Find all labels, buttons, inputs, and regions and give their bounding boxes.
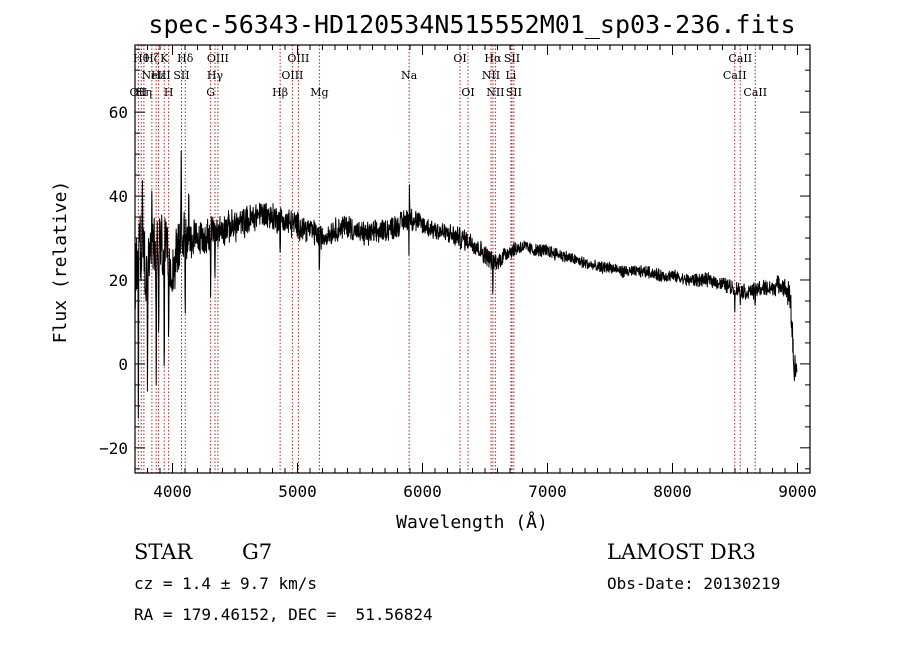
spectral-line-label: SII [504, 52, 520, 65]
spectral-line-label: Na [401, 69, 418, 82]
spectral-line-label: Hδ [177, 52, 194, 65]
spectral-line-label: Hη [136, 86, 152, 99]
x-tick-label: 4000 [153, 482, 192, 501]
spectral-line-label: CaII [723, 69, 747, 82]
spectral-line-label: NII [486, 86, 504, 99]
chart-title: spec-56343-HD120534N515552M01_sp03-236.f… [148, 10, 795, 39]
spectrum-line [134, 150, 798, 419]
spectral-line-label: OIII [287, 52, 309, 65]
spectral-line-label: OII [130, 86, 148, 99]
x-tick-label: 6000 [403, 482, 442, 501]
spectral-line-label: NeIII [142, 69, 171, 82]
y-axis: −20 0 20 40 60 [99, 48, 810, 470]
spectral-line-label: NII [482, 69, 500, 82]
redshift-cz: cz = 1.4 ± 9.7 km/s [134, 574, 318, 593]
spectral-line-label: SII [506, 86, 522, 99]
y-tick-label: 20 [109, 271, 128, 290]
object-class: STAR [134, 540, 193, 564]
spectral-line-label: Hβ [272, 86, 288, 99]
x-axis: 4000 5000 6000 7000 8000 9000 [134, 45, 817, 501]
spectral-line-label: OIII [207, 52, 229, 65]
spectral-line-label: Hε [151, 69, 167, 82]
line-markers [137, 45, 756, 473]
spectral-line-label: CaII [728, 52, 752, 65]
coordinates: RA = 179.46152, DEC = 51.56824 [134, 605, 433, 624]
spectral-line-label: G [206, 86, 215, 99]
spectral-line-label: Hα [484, 52, 502, 65]
y-axis-label: Flux (relative) [50, 181, 71, 344]
y-tick-label: −20 [99, 439, 128, 458]
obs-date: Obs-Date: 20130219 [607, 574, 781, 593]
subclass: G7 [242, 540, 273, 564]
spectral-line-label: CaII [743, 86, 767, 99]
spectral-line-label: OI [453, 52, 466, 65]
x-axis-label: Wavelength (Å) [396, 511, 548, 533]
spectral-line-label: OI [461, 86, 474, 99]
x-tick-label: 5000 [278, 482, 317, 501]
spectral-line-label: Hγ [207, 69, 224, 82]
spectral-line-label: Mg [310, 86, 328, 99]
spectral-line-label: Hθ [133, 52, 150, 65]
x-tick-label: 7000 [528, 482, 567, 501]
y-tick-label: 0 [118, 355, 128, 374]
x-tick-label: 9000 [778, 482, 817, 501]
plot-frame [134, 44, 811, 474]
spectral-line-label: SII [173, 69, 189, 82]
survey-name: LAMOST DR3 [607, 540, 756, 564]
spectral-line-label: OIII [281, 69, 303, 82]
spectral-line-label: Li [505, 69, 516, 82]
y-tick-label: 60 [109, 103, 128, 122]
spectral-line-label: K [160, 52, 169, 65]
x-tick-label: 8000 [653, 482, 692, 501]
spectral-line-label: H [164, 86, 174, 99]
y-tick-label: 40 [109, 187, 128, 206]
spectral-line-label: Hζ [144, 52, 160, 65]
